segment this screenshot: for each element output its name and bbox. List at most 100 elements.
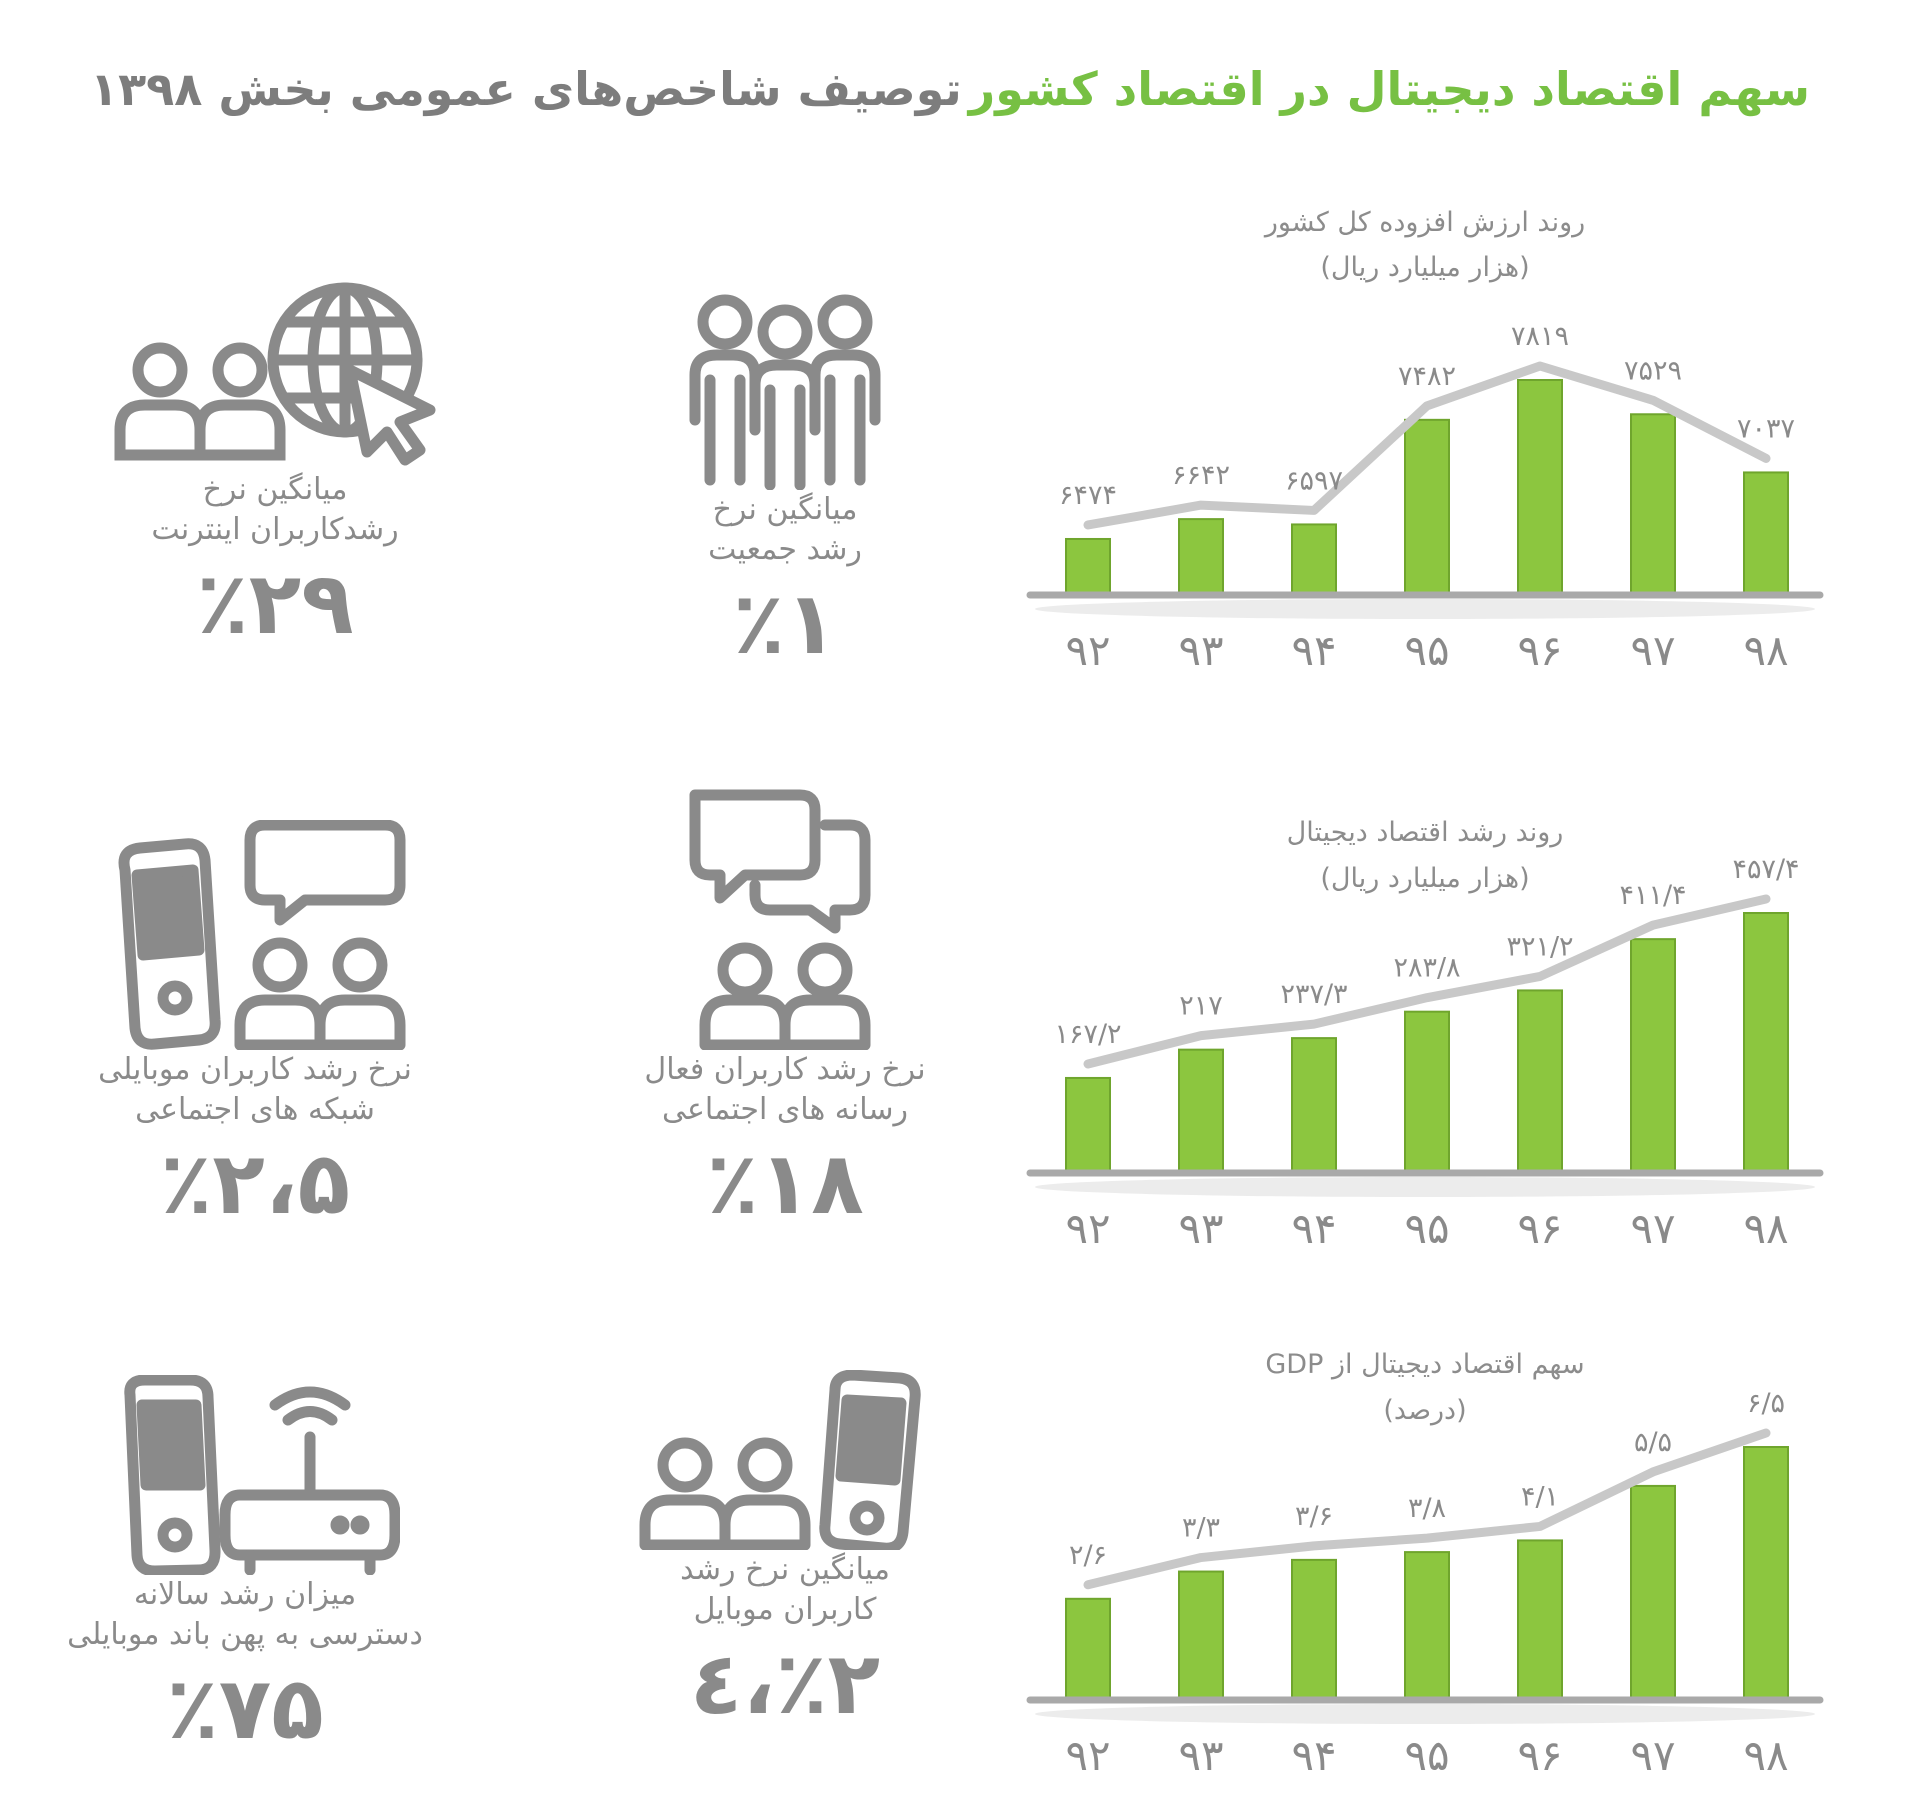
tick-label: ۹۸ — [1743, 1204, 1788, 1253]
tick-label: ۹۳ — [1178, 1731, 1223, 1780]
data-label: ۳/۳ — [1182, 1513, 1220, 1544]
stat-label: میزان رشد سالانه دسترسی به پهن باند موبا… — [67, 1577, 423, 1652]
chart-plot: ۶۴۷۴ ۹۲ ۶۶۴۲ ۹۳ ۶۵۹۷ ۹۴ ۷۴۸۲ ۹۵ ۷۸۱۹ ۹۶ ۷۵۲۹ ۹۷ ۷۰۳۷… — [1026, 321, 1824, 675]
stat-value: ٪۷۵ — [166, 1659, 324, 1759]
tick-label: ۹۳ — [1178, 1204, 1223, 1253]
tick-label: ۹۴ — [1291, 1731, 1336, 1780]
bar — [1404, 418, 1450, 596]
data-label: ۶۵۹۷ — [1285, 465, 1343, 496]
data-label: ۱۶۷/۲ — [1054, 1019, 1121, 1050]
series-line — [1083, 894, 1771, 1069]
mobile-chat-users-icon — [118, 820, 406, 1050]
tick-label: ۹۶ — [1517, 1204, 1562, 1253]
bar — [1178, 1048, 1224, 1174]
bar — [1630, 1484, 1676, 1701]
chart-title: سهم اقتصاد دیجیتال از GDP — [1265, 1349, 1585, 1380]
tick-label: ۹۲ — [1065, 626, 1110, 675]
data-label: ۳۲۱/۲ — [1506, 931, 1573, 962]
bar — [1517, 989, 1563, 1174]
stat-value: ٪۲۹ — [196, 554, 354, 654]
data-label: ۶۶۴۲ — [1172, 460, 1230, 491]
data-label: ۳/۶ — [1295, 1501, 1333, 1532]
tick-label: ۹۲ — [1065, 1204, 1110, 1253]
chart-plot: ۱۶۷/۲ ۹۲ ۲۱۷ ۹۳ ۲۳۷/۳ ۹۴ ۲۸۳/۸ ۹۵ ۳۲۱/۲ ۹۶ ۴۱۱/۴ ۹۷… — [1026, 854, 1824, 1253]
tick-label: ۹۴ — [1291, 626, 1336, 675]
bar — [1065, 1597, 1111, 1701]
stat-value: ٪۲،۵ — [159, 1134, 351, 1234]
data-label: ۶۴۷۴ — [1059, 480, 1117, 511]
data-label: ۷۵۲۹ — [1624, 355, 1682, 386]
value-added-chart: روند ارزش افزوده کل کشور (هزار میلیارد ر… — [1010, 195, 1840, 675]
digital-share-gdp-chart: سهم اقتصاد دیجیتال از GDP (درصد) ۲/۶ ۹۲ ۳/… — [1010, 1340, 1840, 1810]
tick-label: ۹۳ — [1178, 626, 1223, 675]
bar — [1404, 1010, 1450, 1174]
tick-label: ۹۴ — [1291, 1204, 1336, 1253]
bar — [1517, 379, 1563, 596]
tick-label: ۹۵ — [1404, 1731, 1449, 1780]
mobile-users-icon — [639, 1370, 921, 1550]
axis-shadow — [1035, 1704, 1815, 1724]
stat-label: نرخ رشد کاربران فعال رسانه های اجتماعی — [644, 1052, 926, 1127]
chart-title: روند ارزش افزوده کل کشور — [1264, 207, 1586, 238]
tick-label: ۹۷ — [1630, 1731, 1675, 1780]
chart-subtitle: (درصد) — [1383, 1395, 1467, 1426]
stat-value: ٪۱۸ — [706, 1134, 864, 1234]
data-label: ۳/۸ — [1408, 1493, 1446, 1524]
chart-subtitle: (هزار میلیارد ریال) — [1320, 252, 1530, 283]
stat-label: نرخ رشد کاربران موبایلی شبکه های اجتماعی — [98, 1052, 412, 1127]
tick-label: ۹۵ — [1404, 626, 1449, 675]
tick-label: ۹۷ — [1630, 1204, 1675, 1253]
bar — [1404, 1551, 1450, 1701]
data-label: ۷۰۳۷ — [1737, 413, 1795, 444]
mobile-broadband-icon — [124, 1375, 400, 1575]
tick-label: ۹۲ — [1065, 1731, 1110, 1780]
series-line — [1083, 1428, 1771, 1590]
tick-label: ۹۵ — [1404, 1204, 1449, 1253]
data-label: ۲/۶ — [1069, 1540, 1107, 1571]
data-label: ۲۳۷/۳ — [1280, 979, 1347, 1010]
tick-label: ۹۸ — [1743, 1731, 1788, 1780]
stat-label: میانگین نرخ رشدکاربران اینترنت — [151, 472, 399, 547]
tick-label: ۹۶ — [1517, 626, 1562, 675]
stat-population-growth: میانگین نرخ رشد جمعیت ٪۱ — [605, 280, 965, 674]
bar — [1178, 518, 1224, 596]
bar — [1065, 537, 1111, 596]
bar — [1065, 1076, 1111, 1175]
page-title: توصیف شاخص‌های عمومی بخش ۱۳۹۸ — [90, 62, 962, 116]
chart-subtitle: (هزار میلیارد ریال) — [1320, 863, 1530, 894]
bar — [1291, 523, 1337, 596]
data-label: ۷۴۸۲ — [1398, 361, 1456, 392]
stat-value: ٪۲،٤ — [689, 1634, 881, 1734]
data-label: ۲۸۳/۸ — [1393, 953, 1460, 984]
tick-label: ۹۸ — [1743, 626, 1788, 675]
digital-economy-growth-chart: روند رشد اقتصاد دیجیتال (هزار میلیارد ری… — [1010, 808, 1840, 1278]
bar — [1517, 1539, 1563, 1701]
chat-users-icon — [689, 789, 871, 1050]
data-label: ۴۱۱/۴ — [1619, 880, 1686, 911]
chart-plot: ۲/۶ ۹۲ ۳/۳ ۹۳ ۳/۶ ۹۴ ۳/۸ ۹۵ ۴/۱ ۹۶ ۵/۵ ۹۷ ۶/۵ ۹۸ — [1026, 1388, 1824, 1780]
data-label: ۴۵۷/۴ — [1732, 854, 1799, 885]
stat-label: میانگین نرخ رشد کاربران موبایل — [680, 1552, 890, 1627]
axis-shadow — [1035, 599, 1815, 619]
bar — [1630, 413, 1676, 596]
axis-shadow — [1035, 1177, 1815, 1197]
stat-mobile-social-users: نرخ رشد کاربران موبایلی شبکه های اجتماعی… — [75, 820, 435, 1234]
data-label: ۴/۱ — [1521, 1481, 1559, 1512]
bar — [1743, 471, 1789, 596]
stat-label: میانگین نرخ رشد جمعیت — [708, 492, 862, 567]
tick-label: ۹۷ — [1630, 626, 1675, 675]
stat-internet-users: میانگین نرخ رشدکاربران اینترنت ٪۲۹ — [95, 280, 455, 654]
stat-value: ٪۱ — [732, 574, 838, 674]
population-icon — [689, 294, 881, 490]
bar — [1291, 1037, 1337, 1174]
tick-label: ۹۶ — [1517, 1731, 1562, 1780]
series-line — [1083, 361, 1771, 530]
bar — [1743, 1446, 1789, 1701]
data-label: ۷۸۱۹ — [1511, 321, 1569, 352]
data-label: ۵/۵ — [1634, 1427, 1672, 1458]
stat-mobile-users: میانگین نرخ رشد کاربران موبایل ٪۲،٤ — [605, 1370, 965, 1734]
data-label: ۲۱۷ — [1179, 991, 1223, 1022]
bar — [1630, 938, 1676, 1174]
chart-title: روند رشد اقتصاد دیجیتال — [1286, 817, 1564, 848]
section-title: سهم اقتصاد دیجیتال در اقتصاد کشور — [968, 62, 1810, 116]
